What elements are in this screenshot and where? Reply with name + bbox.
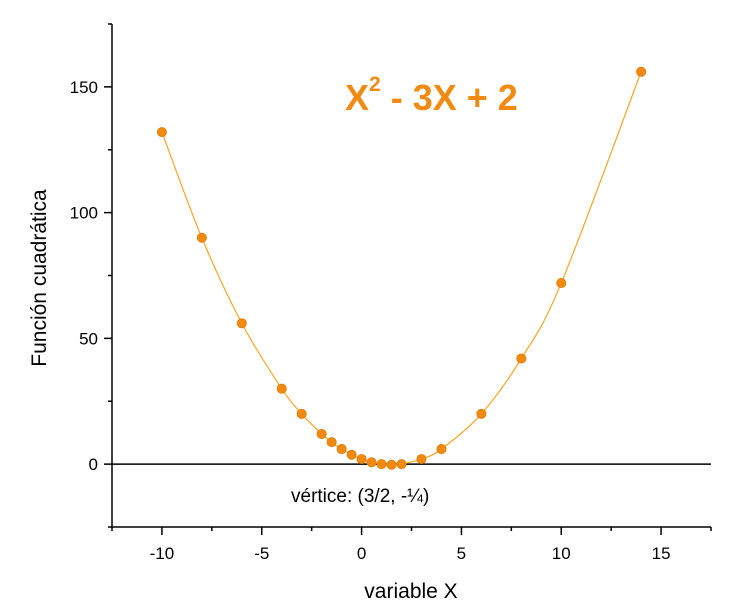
y-tick-label: 0: [89, 455, 98, 474]
data-point: [336, 444, 347, 455]
formula-rest: - 3X + 2: [381, 77, 518, 118]
x-tick-label: -5: [254, 544, 269, 563]
data-point: [636, 66, 647, 77]
data-point: [386, 459, 397, 470]
data-point: [326, 437, 337, 448]
x-axis-title: variable X: [364, 580, 457, 603]
y-tick-label: 100: [70, 204, 98, 223]
data-point: [416, 454, 427, 465]
data-point: [366, 457, 377, 468]
y-axis-title: Función cuadrática: [28, 189, 51, 367]
data-point: [556, 278, 567, 289]
data-point: [236, 318, 247, 329]
data-point: [156, 127, 167, 138]
data-point: [476, 408, 487, 419]
data-point: [376, 459, 387, 470]
data-point: [396, 459, 407, 470]
x-tick-label: 10: [552, 544, 571, 563]
data-point: [296, 408, 307, 419]
data-point: [316, 428, 327, 439]
x-tick-label: -10: [150, 544, 175, 563]
series-line: [161, 71, 642, 466]
vertex-annotation: vértice: (3/2, -¼): [291, 486, 429, 507]
data-point: [516, 353, 527, 364]
y-tick-label: 50: [79, 329, 98, 348]
data-point: [436, 444, 447, 455]
x-tick-label: 0: [357, 544, 366, 563]
series-layer: [156, 66, 647, 470]
formula-annotation: X2 - 3X + 2: [345, 73, 518, 118]
x-tick-label: 15: [652, 544, 671, 563]
data-point: [196, 232, 207, 243]
formula-base: X: [345, 77, 369, 118]
data-point: [356, 454, 367, 465]
data-point: [276, 383, 287, 394]
formula-exponent: 2: [369, 73, 381, 96]
y-tick-label: 150: [70, 78, 98, 97]
data-point: [346, 449, 357, 460]
x-tick-label: 5: [457, 544, 466, 563]
